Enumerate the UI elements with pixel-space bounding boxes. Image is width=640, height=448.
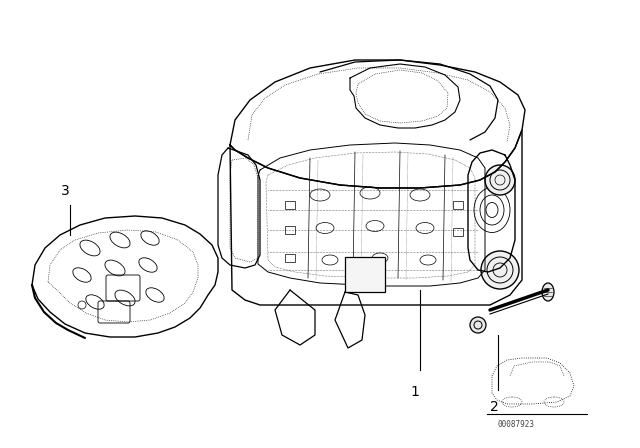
Text: 3: 3 bbox=[61, 184, 69, 198]
Bar bbox=[285, 226, 295, 234]
Ellipse shape bbox=[481, 251, 519, 289]
Ellipse shape bbox=[470, 317, 486, 333]
Ellipse shape bbox=[542, 283, 554, 301]
Ellipse shape bbox=[485, 165, 515, 195]
Bar bbox=[453, 228, 463, 236]
Bar bbox=[453, 201, 463, 209]
Text: 2: 2 bbox=[490, 400, 499, 414]
Text: 1: 1 bbox=[411, 385, 419, 399]
Bar bbox=[350, 262, 380, 287]
Bar bbox=[285, 254, 295, 262]
Bar bbox=[345, 257, 385, 292]
Text: 00087923: 00087923 bbox=[497, 420, 534, 429]
Bar bbox=[285, 201, 295, 209]
